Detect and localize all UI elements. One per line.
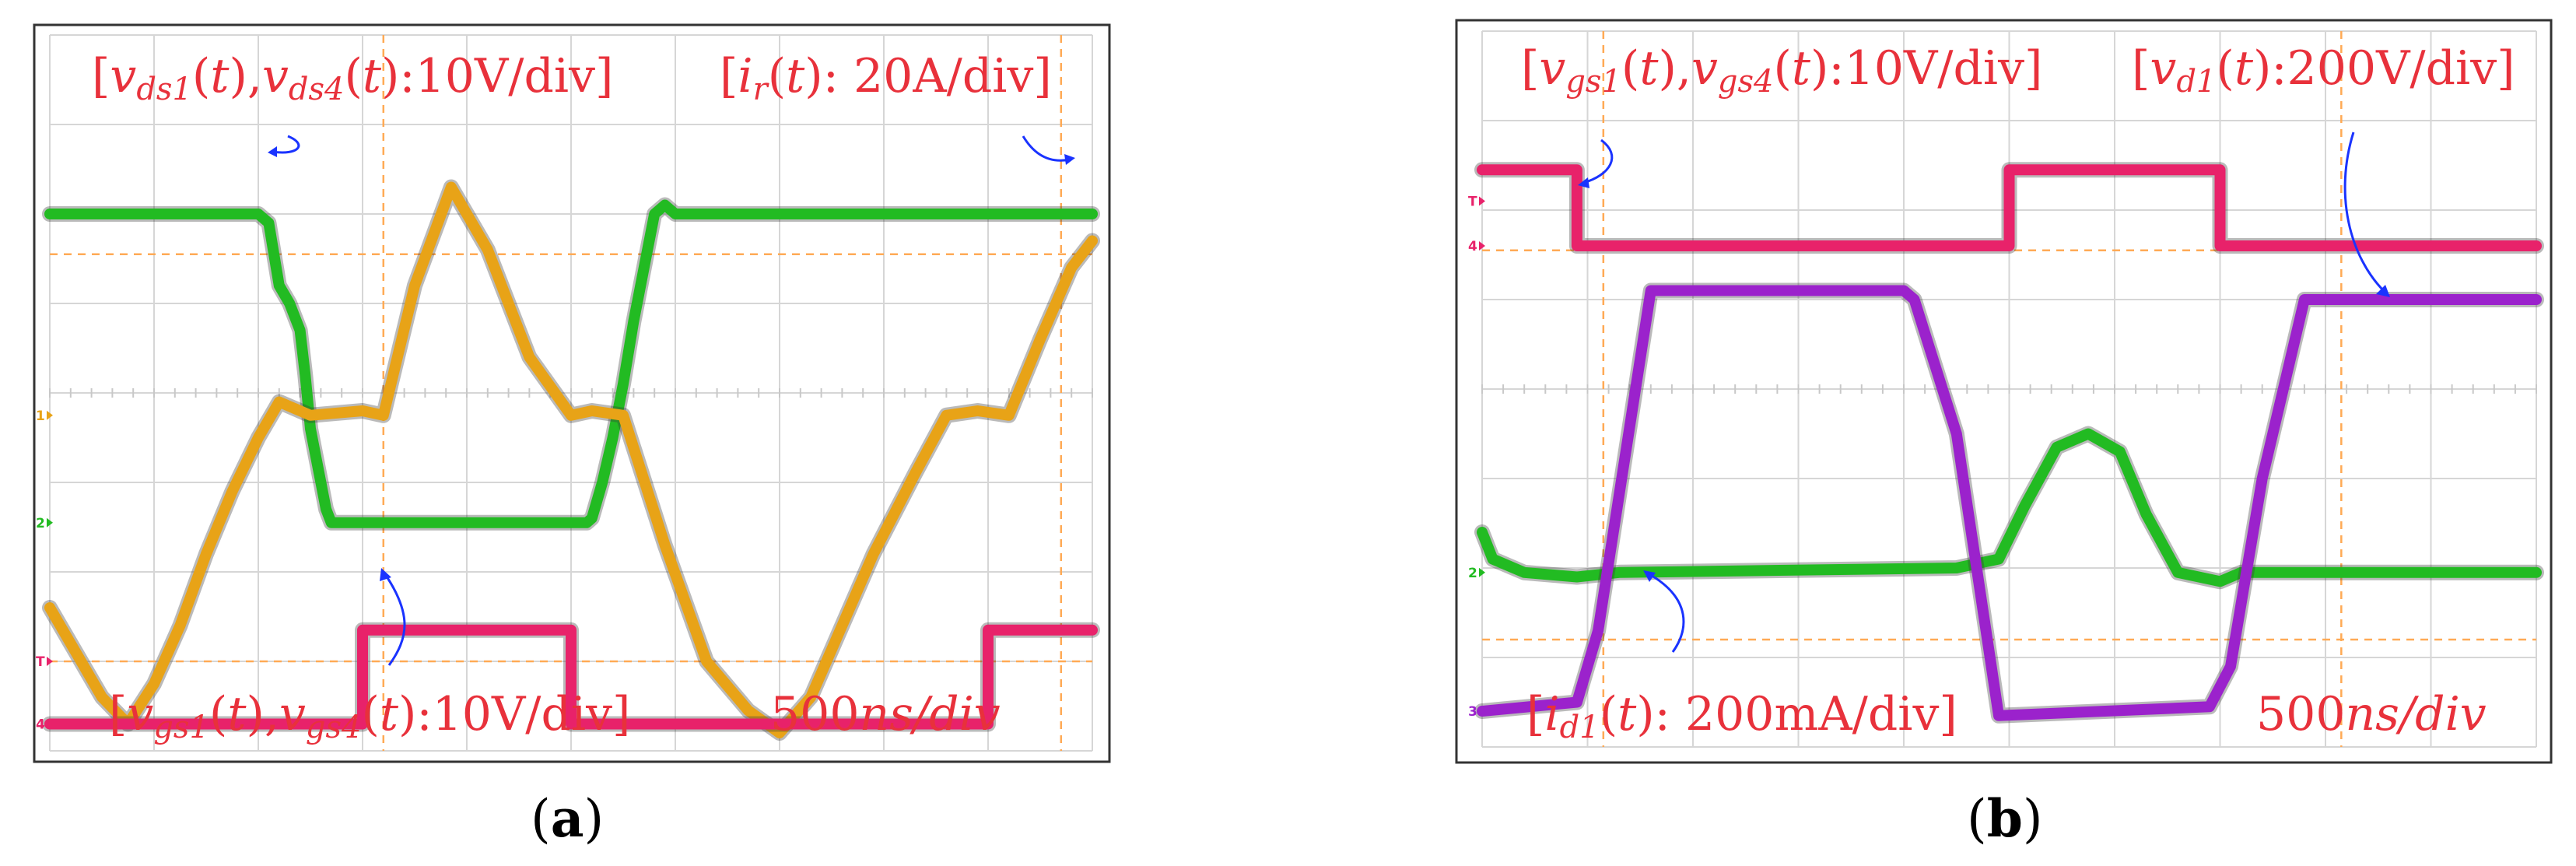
trace-series-1 (44, 199, 1098, 528)
trace-series-1 (1477, 164, 2542, 251)
trace-series-2 (44, 181, 1098, 738)
caption-b: (b) (1967, 788, 2043, 849)
scope-a: 1 2 T 4 (36, 34, 1100, 752)
channel-marker: 4 (36, 717, 45, 733)
channel-marker-arrow (47, 719, 53, 729)
channel-marker: 1 (36, 408, 45, 424)
panel-b-frame (1455, 19, 2553, 764)
caption-a: (a) (531, 788, 604, 849)
channel-marker-arrow (47, 657, 53, 666)
trace-series-2 (1477, 428, 2542, 587)
label-vgs: [vgs1(t),vgs4(t):10V/div] (109, 687, 630, 745)
channel-marker: 4 (1468, 239, 1477, 254)
channel-marker-arrow (47, 410, 53, 420)
arrow-vgs-b-label (1582, 138, 1614, 184)
arrow-vd-label (2343, 131, 2386, 293)
channel-marker: 2 (36, 516, 45, 531)
channel-marker-arrow (1479, 241, 1485, 251)
label-ir: [ir(t): 20A/div] (720, 49, 1052, 107)
arrow-vgs-head (380, 568, 391, 581)
trace-series-3 (1477, 285, 2542, 721)
arrow-vds-head (268, 146, 277, 157)
channel-marker: T (36, 654, 45, 670)
arrow-vgs-label (384, 573, 406, 666)
scope-b-traces (1474, 162, 2544, 724)
label-timebase-b: 500ns/div (2256, 687, 2487, 742)
arrow-vgs-b-head (1578, 177, 1589, 188)
caption-b-letter: b (1987, 788, 2023, 849)
trace-series-3 (44, 624, 1098, 730)
channel-marker: 3 (1468, 704, 1477, 720)
scope-b: T 4 2 3 (1468, 30, 2544, 748)
label-id: [id1(t): 200mA/div] (1526, 687, 1957, 745)
channel-marker-arrow (1479, 706, 1485, 716)
channel-marker: 2 (1468, 566, 1477, 581)
channel-marker-arrow (47, 517, 53, 528)
caption-a-letter: a (551, 788, 584, 849)
scope-a-grid (49, 34, 1093, 752)
scope-a-channel-markers: 1 2 T 4 (36, 408, 53, 733)
arrow-vd-head (2376, 285, 2390, 297)
scope-a-traces (42, 179, 1100, 741)
scope-b-channel-markers: T 4 2 3 (1468, 195, 1485, 720)
arrow-ir-head (1064, 154, 1075, 165)
channel-marker-arrow (1479, 567, 1485, 577)
arrow-id-label (1649, 573, 1685, 653)
label-timebase-a: 500ns/div (770, 687, 1001, 742)
arrow-ir-label (1022, 135, 1071, 162)
channel-marker-arrow (1479, 196, 1485, 206)
arrow-id-head (1643, 570, 1656, 582)
channel-marker: T (1468, 195, 1477, 210)
arrow-vds-label (272, 135, 300, 154)
